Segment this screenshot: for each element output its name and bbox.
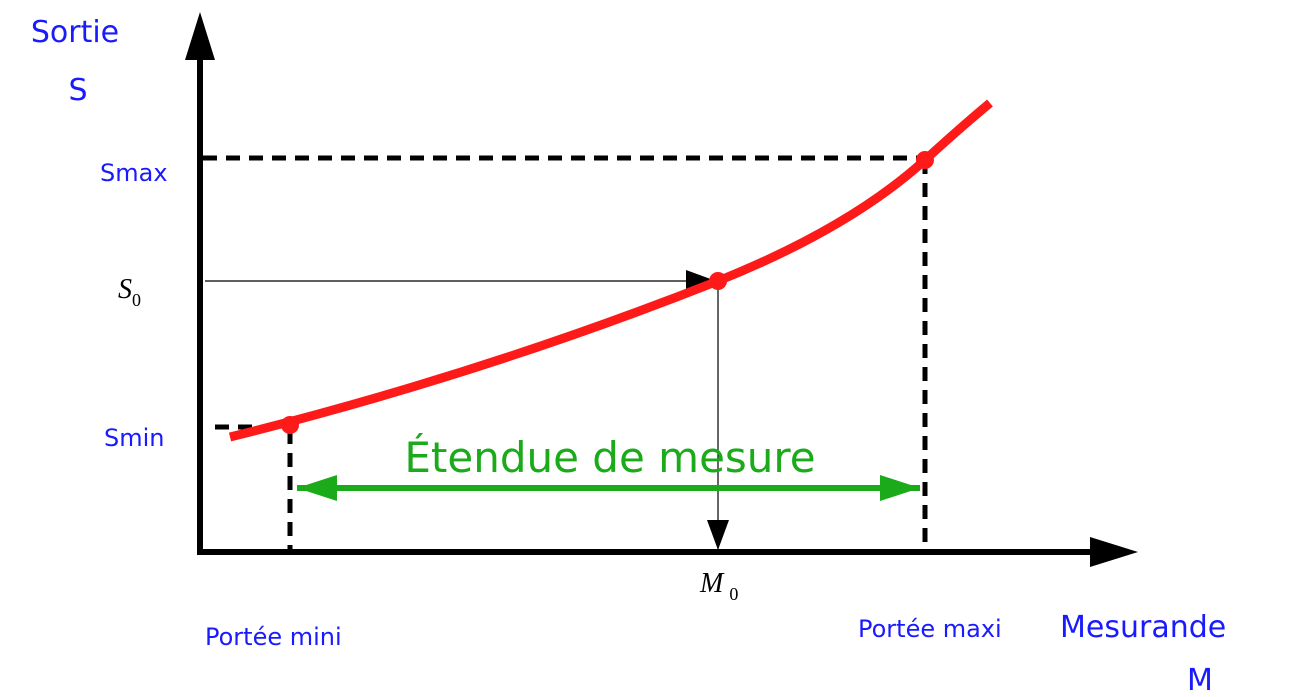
dashed-guides [203, 155, 928, 552]
range-label: Étendue de mesure [404, 432, 815, 482]
x-axis-label: Mesurande [1060, 610, 1226, 645]
axes [185, 12, 1138, 567]
m0-symbol: M [699, 568, 725, 599]
point-min [281, 416, 299, 434]
smax-label: Smax [100, 159, 168, 187]
min-span-label: Portée mini [205, 623, 342, 651]
s0-label: S0 [118, 274, 141, 310]
response-curve [228, 99, 993, 442]
s0-symbol: S [118, 274, 132, 305]
smin-label: Smin [104, 424, 165, 452]
point-s0 [709, 272, 727, 290]
max-span-label: Portée maxi [858, 615, 1002, 643]
y-axis-symbol: S [68, 73, 87, 108]
point-max [916, 151, 934, 169]
x-axis-symbol: M [1187, 663, 1213, 697]
m0-subscript: 0 [729, 584, 738, 604]
s0-subscript: 0 [132, 290, 141, 310]
y-axis-label: Sortie [31, 15, 119, 50]
